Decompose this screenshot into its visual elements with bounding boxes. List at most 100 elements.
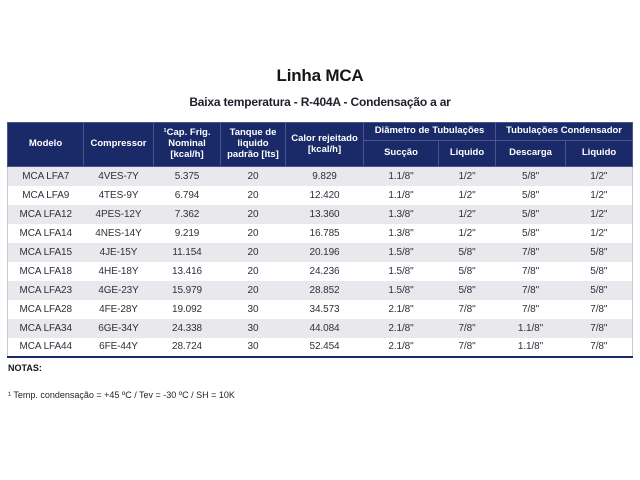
table-cell: 28.724 bbox=[172, 341, 202, 352]
table-cell: 13.416 bbox=[172, 265, 202, 277]
table-cell: 1/2" bbox=[590, 227, 608, 239]
table-header: Modelo Compressor ¹Cap. Frig. Nominal [k… bbox=[7, 122, 634, 167]
table-cell: 20 bbox=[247, 227, 259, 239]
table-cell: 4JE-15Y bbox=[99, 246, 138, 258]
table-cell: 7.362 bbox=[174, 208, 200, 220]
table-cell: 7/8" bbox=[458, 303, 476, 315]
col-header-modelo: Modelo bbox=[7, 122, 84, 167]
table-cell: 9.829 bbox=[312, 170, 337, 182]
table-cell: 2.1/8" bbox=[388, 303, 414, 315]
col-header-descarga: Descarga bbox=[495, 140, 567, 167]
col-header-compressor: Compressor bbox=[83, 122, 154, 167]
table-cell: 4GE-23Y bbox=[98, 284, 139, 296]
table-cell: 1/2" bbox=[458, 227, 476, 239]
table-cell: 52.454 bbox=[309, 341, 340, 352]
table-cell: 4FE-28Y bbox=[99, 303, 138, 315]
table-body: MCA LFA7 4VES-7Y 5.375 20 9.829 1.1/8" 1/2" 5/8… bbox=[7, 166, 633, 357]
table-cell: MCA LFA28 bbox=[19, 303, 73, 315]
table-cell: 24.338 bbox=[172, 322, 202, 334]
table-cell: 28.852 bbox=[309, 284, 340, 296]
table-cell: MCA LFA12 bbox=[19, 208, 73, 220]
table-cell: 30 bbox=[247, 303, 259, 315]
table-cell: 7/8" bbox=[590, 341, 608, 352]
table-cell: 7/8" bbox=[590, 322, 608, 334]
table-cell: 7/8" bbox=[521, 246, 540, 258]
table-cell: 20.196 bbox=[309, 246, 340, 258]
table-cell: 1/2" bbox=[458, 189, 476, 201]
table-cell: 20 bbox=[247, 208, 259, 220]
table-row: MCA LFA15 4JE-15Y 11.154 20 20.196 1.5/8" 5/8"… bbox=[7, 242, 633, 262]
table-cell: MCA LFA44 bbox=[19, 341, 73, 352]
table-cell: 5/8" bbox=[458, 265, 476, 277]
table-cell: 1/2" bbox=[590, 189, 608, 201]
table-cell: 5/8" bbox=[521, 189, 540, 201]
table-cell: MCA LFA15 bbox=[19, 246, 73, 258]
table-cell: 5/8" bbox=[458, 246, 476, 258]
table-cell: 7/8" bbox=[521, 303, 540, 315]
col-header-calor-rejeitado: Calor rejeitado [kcal/h] bbox=[285, 122, 364, 167]
notes-section: NOTAS: ¹ Temp. condensação = +45 ºC / Te… bbox=[8, 363, 640, 400]
table-row: MCA LFA28 4FE-28Y 19.092 30 34.573 2.1/8" 7/8"… bbox=[7, 299, 633, 319]
table-cell: 2.1/8" bbox=[388, 341, 414, 352]
table-cell: 5/8" bbox=[590, 284, 608, 296]
table-cell: 1/2" bbox=[590, 170, 608, 182]
table-cell: 4VES-7Y bbox=[98, 170, 139, 182]
table-cell: 16.785 bbox=[309, 227, 340, 239]
table-cell: 6FE-44Y bbox=[99, 341, 138, 352]
header-sub-row: Sucção Liquido Descarga Liquido bbox=[8, 140, 634, 167]
table-cell: 30 bbox=[247, 341, 259, 352]
table-cell: 1.1/8" bbox=[517, 322, 544, 334]
table-row: MCA LFA12 4PES-12Y 7.362 20 13.360 1.3/8" 1/2"… bbox=[7, 204, 633, 224]
table-row: MCA LFA23 4GE-23Y 15.979 20 28.852 1.5/8" 5/8"… bbox=[7, 280, 633, 300]
col-header-succao: Sucção bbox=[363, 140, 439, 167]
table-cell: 6GE-34Y bbox=[98, 322, 139, 334]
table-cell: 12.420 bbox=[309, 189, 340, 201]
table-cell: 2.1/8" bbox=[388, 322, 414, 334]
table-cell: 1.5/8" bbox=[388, 265, 414, 277]
table-cell: 7/8" bbox=[521, 284, 540, 296]
col-header-tanque-liquido: Tanque de liquido padrão [lts] bbox=[220, 122, 286, 167]
table-row: MCA LFA9 4TES-9Y 6.794 20 12.420 1.1/8" 1/2" 5/… bbox=[7, 185, 633, 205]
table-row: MCA LFA18 4HE-18Y 13.416 20 24.236 1.5/8" 5/8"… bbox=[7, 261, 633, 281]
table-cell: 34.573 bbox=[309, 303, 340, 315]
table-cell: MCA LFA23 bbox=[19, 284, 73, 296]
table-cell: 24.236 bbox=[309, 265, 340, 277]
table-cell: 1.1/8" bbox=[517, 341, 544, 352]
table-row: MCA LFA44 6FE-44Y 28.724 30 52.454 2.1/8" 7/8"… bbox=[7, 337, 633, 357]
col-header-liquido-condensador: Liquido bbox=[565, 140, 634, 167]
table-cell: 5.375 bbox=[174, 170, 200, 182]
table-cell: 5/8" bbox=[590, 265, 608, 277]
table-cell: 9.219 bbox=[174, 227, 200, 239]
note-1: ¹ Temp. condensação = +45 ºC / Tev = -30… bbox=[8, 389, 235, 400]
table-cell: MCA LFA9 bbox=[22, 189, 70, 201]
table-cell: MCA LFA14 bbox=[19, 227, 73, 239]
table-row: MCA LFA34 6GE-34Y 24.338 30 44.084 2.1/8" 7/8"… bbox=[7, 318, 633, 338]
col-header-liquido-tubulacoes: Liquido bbox=[437, 140, 497, 167]
table-cell: 5/8" bbox=[521, 170, 540, 182]
table-cell: 1.5/8" bbox=[388, 246, 414, 258]
table-cell: 20 bbox=[247, 265, 259, 277]
table-cell: 5/8" bbox=[590, 246, 608, 258]
table-cell: 20 bbox=[247, 246, 259, 258]
table-cell: 4NES-14Y bbox=[95, 227, 142, 239]
table-cell: 1/2" bbox=[590, 208, 608, 220]
table-cell: 44.084 bbox=[309, 322, 340, 334]
table-cell: 1/2" bbox=[458, 208, 476, 220]
table-cell: 1.1/8" bbox=[388, 189, 414, 201]
table-cell: 20 bbox=[247, 189, 259, 201]
table-cell: MCA LFA7 bbox=[22, 170, 70, 182]
page-subtitle: Baixa temperatura - R-404A - Condensação… bbox=[189, 95, 451, 109]
page-title: Linha MCA bbox=[276, 66, 364, 85]
table-cell: 20 bbox=[247, 170, 259, 182]
table-cell: 1/2" bbox=[458, 170, 476, 182]
table-cell: 5/8" bbox=[521, 227, 540, 239]
table-cell: 5/8" bbox=[458, 284, 476, 296]
table-cell: 5/8" bbox=[521, 208, 540, 220]
table-cell: 30 bbox=[247, 322, 259, 334]
notes-label: NOTAS: bbox=[8, 362, 42, 373]
header-group-row: Modelo Compressor ¹Cap. Frig. Nominal [k… bbox=[7, 122, 634, 167]
table-cell: 7/8" bbox=[521, 265, 540, 277]
table-cell: 1.1/8" bbox=[388, 170, 414, 182]
table-cell: 7/8" bbox=[590, 303, 608, 315]
